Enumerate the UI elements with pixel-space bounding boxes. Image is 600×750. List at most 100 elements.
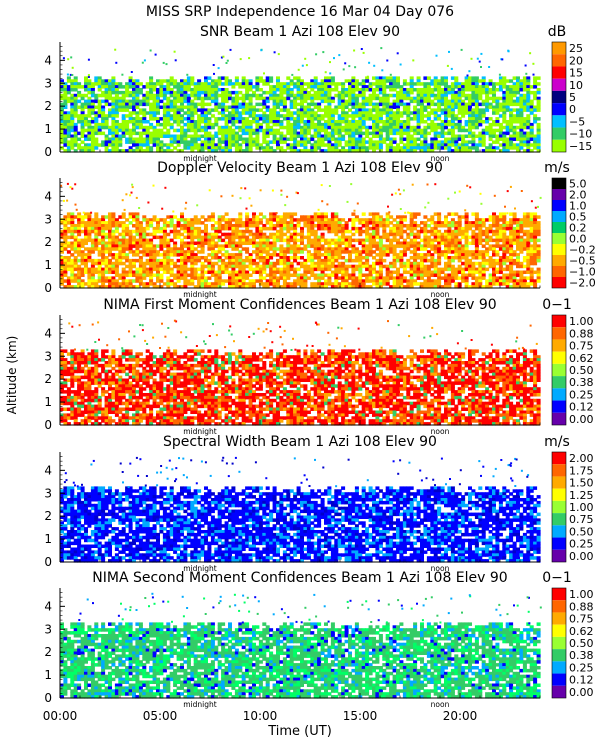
y-tick-label: 2 <box>44 235 52 249</box>
colorbar-label: −1.0 <box>569 266 596 279</box>
colorbar-label: 0.25 <box>569 538 594 551</box>
colorbar-label: 0.75 <box>569 340 594 353</box>
x-tick-labels: 00:00 05:00 10:00 15:00 20:00 <box>43 709 478 723</box>
colorbar-swatch <box>552 277 566 288</box>
marker-noon: noon <box>431 154 450 163</box>
colorbar-label: 1.75 <box>569 464 594 477</box>
colorbar-label: −2.0 <box>569 277 596 290</box>
y-tick-label: 1 <box>44 532 52 546</box>
colorbar-label: 0.88 <box>569 600 594 613</box>
colorbar-swatch <box>552 54 566 67</box>
y-tick-label: 3 <box>44 349 52 363</box>
colorbar-swatch <box>552 388 566 401</box>
colorbar-swatch <box>552 673 566 686</box>
colorbar-swatch <box>552 412 566 425</box>
panel-5-colorbar: 1.000.880.750.620.500.380.250.120.00 <box>551 587 594 699</box>
colorbar-label: 20 <box>569 54 583 67</box>
y-tick-label: 4 <box>44 463 52 477</box>
colorbar-label: 15 <box>569 67 583 80</box>
panel-5-unit: 0−1 <box>542 570 572 586</box>
y-tick-label: 2 <box>44 645 52 659</box>
y-tick-label: 1 <box>44 258 52 272</box>
x-tick-label: 15:00 <box>343 709 378 723</box>
colorbar-swatch <box>552 178 566 189</box>
colorbar-label: 0.88 <box>569 327 594 340</box>
colorbar-swatch <box>552 649 566 662</box>
colorbar-swatch <box>552 233 566 244</box>
figure-title: MISS SRP Independence 16 Mar 04 Day 076 <box>146 4 454 20</box>
colorbar-label: 2.0 <box>569 189 587 202</box>
panel-5-title: NIMA Second Moment Confidences Beam 1 Az… <box>92 570 507 586</box>
colorbar-label: 1.0 <box>569 200 587 213</box>
colorbar-swatch <box>552 351 566 364</box>
panel-1-title: SNR Beam 1 Azi 108 Elev 90 <box>200 24 400 40</box>
colorbar-label: 0.50 <box>569 637 594 650</box>
colorbar-label: 0.25 <box>569 661 594 674</box>
colorbar-swatch <box>552 500 566 514</box>
colorbar-swatch <box>552 139 566 152</box>
panel-3-heat-field <box>60 319 541 426</box>
colorbar-label: 0.2 <box>569 222 587 235</box>
y-tick-label: 2 <box>44 372 52 386</box>
colorbar-frame <box>551 41 567 153</box>
colorbar-label: 0.62 <box>569 625 594 638</box>
y-tick-label: 0 <box>44 418 52 432</box>
colorbar-label: −0.5 <box>569 255 596 268</box>
colorbar-swatch <box>552 189 566 200</box>
colorbar-label: 0.50 <box>569 525 594 538</box>
colorbar-label: 1.00 <box>569 588 594 601</box>
colorbar-label: 0.75 <box>569 513 594 526</box>
colorbar-label: 0.62 <box>569 352 594 365</box>
colorbar-swatch <box>552 103 566 116</box>
colorbar-label: 0.12 <box>569 401 594 414</box>
colorbar-label: 1.00 <box>569 501 594 514</box>
colorbar-swatch <box>552 244 566 255</box>
colorbar-label: 0.12 <box>569 674 594 687</box>
marker-noon: noon <box>431 564 450 573</box>
panel-3-colorbar: 1.000.880.750.620.500.380.250.120.00 <box>551 314 594 426</box>
x-axis-label: Time (UT) <box>267 724 332 739</box>
y-tick-label: 3 <box>44 622 52 636</box>
panel-3-title: NIMA First Moment Confidences Beam 1 Azi… <box>103 297 496 313</box>
panel-4-colorbar: 2.001.751.501.251.000.750.500.250.00 <box>551 451 594 563</box>
colorbar-swatch <box>552 661 566 674</box>
colorbar-swatch <box>552 588 566 601</box>
colorbar-swatch <box>552 537 566 550</box>
colorbar-swatch <box>552 327 566 340</box>
y-tick-label: 4 <box>44 326 52 340</box>
panel-5: NIMA Second Moment Confidences Beam 1 Az… <box>44 570 593 709</box>
colorbar-label: 5 <box>569 91 576 104</box>
panel-2-heat-field <box>60 182 542 289</box>
colorbar-label: 1.00 <box>569 315 594 328</box>
y-tick-label: 2 <box>44 509 52 523</box>
colorbar-label: 0.38 <box>569 649 594 662</box>
panel-2: Doppler Velocity Beam 1 Azi 108 Elev 90 m… <box>44 160 595 299</box>
colorbar-swatch <box>552 488 566 501</box>
y-tick-label: 0 <box>44 145 52 159</box>
y-tick-label: 0 <box>44 281 52 295</box>
colorbar-label: 0.25 <box>569 388 594 401</box>
y-tick-label: 1 <box>44 395 52 409</box>
colorbar-label: 0 <box>569 103 576 116</box>
panel-2-title: Doppler Velocity Beam 1 Azi 108 Elev 90 <box>157 160 443 176</box>
colorbar-swatch <box>552 363 566 377</box>
colorbar-label: 0.0 <box>569 233 587 246</box>
colorbar-label: 0.00 <box>569 413 594 426</box>
x-tick-label: 05:00 <box>143 709 178 723</box>
colorbar-swatch <box>552 127 566 140</box>
panel-4-heat-field <box>60 456 541 563</box>
colorbar-swatch <box>552 66 566 79</box>
y-tick-label: 3 <box>44 76 52 90</box>
colorbar-swatch <box>552 42 566 55</box>
colorbar-swatch <box>552 464 566 477</box>
panel-2-colorbar: 5.02.01.00.50.20.0−0.2−0.5−1.0−2.0 <box>551 178 596 290</box>
colorbar-swatch <box>552 200 566 211</box>
colorbar-label: 1.25 <box>569 489 594 502</box>
panel-4: Spectral Width Beam 1 Azi 108 Elev 90 m/s… <box>44 434 593 573</box>
colorbar-label: 0.00 <box>569 686 594 699</box>
colorbar-swatch <box>552 685 566 698</box>
colorbar-label: 0.38 <box>569 376 594 389</box>
y-tick-label: 3 <box>44 486 52 500</box>
panel-4-unit: m/s <box>544 434 570 450</box>
